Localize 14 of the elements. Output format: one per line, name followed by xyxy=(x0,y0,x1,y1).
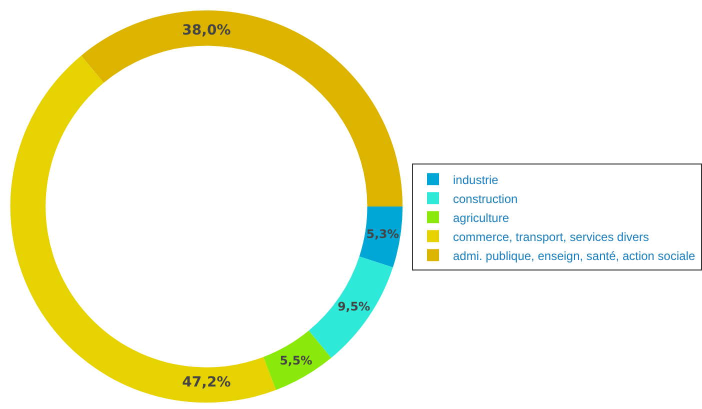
legend-label: commerce, transport, services divers xyxy=(453,230,650,244)
data-label: 5,5% xyxy=(280,353,313,368)
donut-slice xyxy=(81,10,403,207)
donut-slice xyxy=(359,206,403,268)
data-label: 38,0% xyxy=(182,22,231,39)
legend-label: industrie xyxy=(453,172,499,187)
donut-slice xyxy=(263,330,332,390)
data-label: 47,2% xyxy=(182,374,231,390)
legend-label: admi. publique, enseign, santé, action sociale xyxy=(453,248,696,263)
data-label: 5,3% xyxy=(366,226,400,241)
legend-label: agriculture xyxy=(453,210,510,225)
data-label: 9,5% xyxy=(338,299,370,314)
legend-label: construction xyxy=(453,192,518,206)
donut-slice xyxy=(10,56,276,403)
